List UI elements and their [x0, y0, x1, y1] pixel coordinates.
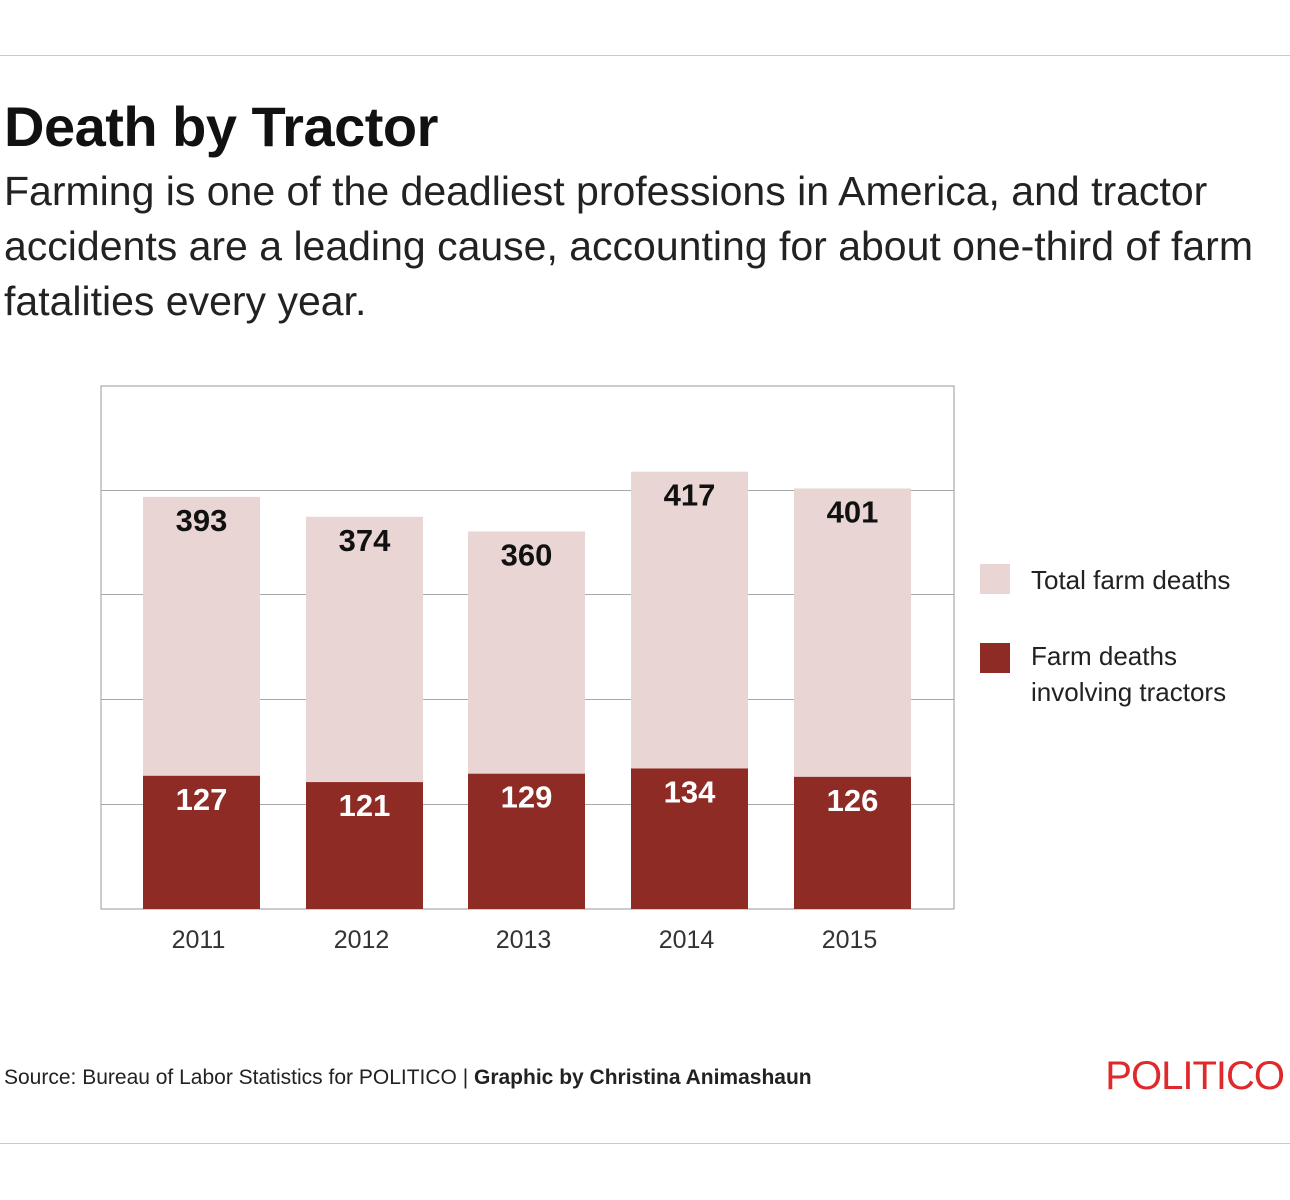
- label-total-2013: 360: [501, 537, 553, 572]
- label-total-2014: 417: [664, 478, 716, 513]
- chart-subtitle: Farming is one of the deadliest professi…: [4, 168, 1253, 324]
- x-tick-label-2013: 2013: [496, 926, 552, 954]
- label-tractor-2011: 127: [176, 782, 228, 817]
- bar-tractor-2011: [143, 775, 260, 909]
- legend-label-total: Total farm deaths: [1031, 565, 1231, 595]
- label-total-2011: 393: [176, 503, 228, 538]
- source-line: Source: Bureau of Labor Statistics for P…: [4, 1066, 812, 1090]
- x-tick-label-2015: 2015: [822, 926, 878, 954]
- chart-title: Death by Tractor: [4, 95, 438, 158]
- x-tick-label-2014: 2014: [659, 926, 715, 954]
- label-tractor-2014: 134: [664, 774, 716, 809]
- x-tick-label-2012: 2012: [334, 926, 390, 954]
- graphic-credit: Graphic by Christina Animashaun: [474, 1066, 812, 1089]
- label-tractor-2015: 126: [827, 783, 879, 818]
- bar-tractor-2012: [306, 782, 423, 909]
- legend-swatch-total: [980, 564, 1010, 594]
- source-separator: |: [456, 1066, 474, 1089]
- label-tractor-2012: 121: [339, 788, 391, 823]
- bar-chart: 393 127 2011 374 121 2012 360 129 2013 417 134 2014…: [100, 385, 955, 954]
- source-text: Source: Bureau of Labor Statistics for P…: [4, 1066, 457, 1089]
- label-tractor-2013: 129: [501, 780, 553, 815]
- bar-tractor-2014: [631, 768, 748, 909]
- x-tick-label-2011: 2011: [172, 926, 226, 954]
- label-total-2012: 374: [339, 523, 391, 558]
- bar-tractor-2013: [468, 773, 585, 909]
- top-divider: [0, 55, 1290, 56]
- bar-tractor-2015: [794, 776, 911, 909]
- legend-label-tractor-line1: Farm deaths: [1031, 641, 1177, 671]
- legend-swatch-tractor: [980, 643, 1010, 673]
- bottom-divider: [0, 1143, 1290, 1144]
- label-total-2015: 401: [827, 494, 879, 529]
- legend-label-tractor-line2: involving tractors: [1031, 677, 1227, 707]
- politico-logo: POLITICO: [1105, 1054, 1285, 1098]
- legend-label-tractor: Farm deaths involving tractors: [1031, 638, 1226, 710]
